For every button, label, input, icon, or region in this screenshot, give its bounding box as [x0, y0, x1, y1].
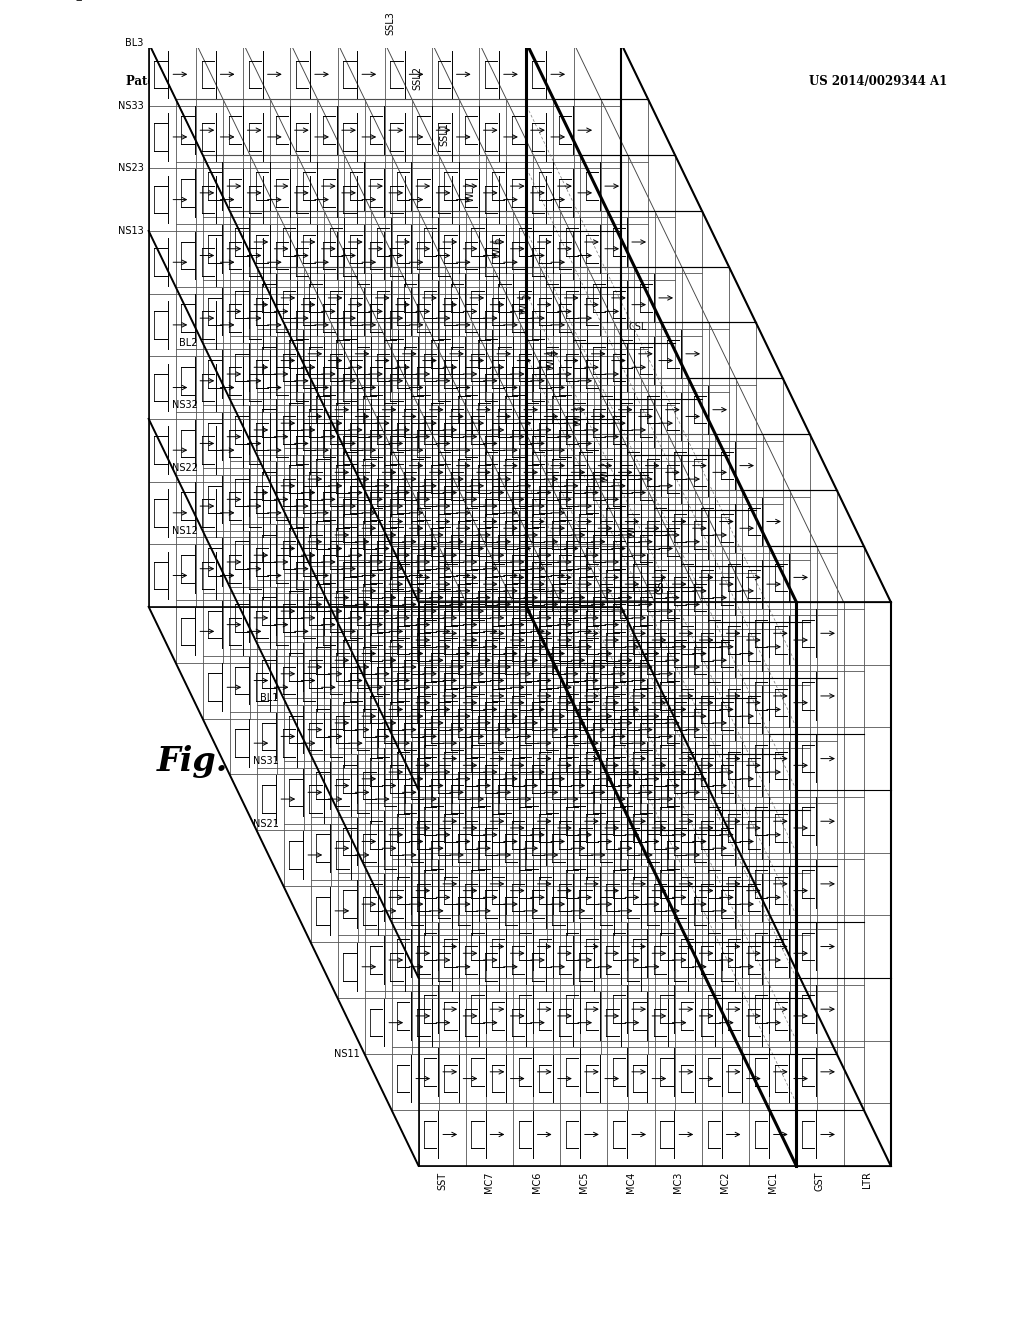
Text: Fig. 25: Fig. 25	[157, 744, 286, 777]
Text: NS11: NS11	[334, 1049, 359, 1059]
Text: MC2: MC2	[721, 1172, 730, 1193]
Text: WL1: WL1	[628, 516, 638, 537]
Polygon shape	[391, 546, 864, 1110]
Text: SSL2: SSL2	[413, 66, 422, 91]
Polygon shape	[203, 154, 675, 718]
Text: SSL1: SSL1	[439, 123, 450, 147]
Polygon shape	[310, 379, 782, 942]
Text: WL5: WL5	[520, 293, 530, 314]
Text: NS12: NS12	[172, 525, 198, 536]
Text: NS32: NS32	[172, 400, 198, 411]
Text: US 2014/0029344 A1: US 2014/0029344 A1	[809, 75, 947, 88]
Text: Patent Application Publication: Patent Application Publication	[127, 75, 329, 88]
Text: BL3: BL3	[126, 38, 143, 48]
Text: MC5: MC5	[579, 1172, 589, 1193]
Polygon shape	[365, 490, 837, 1053]
Text: NS23: NS23	[118, 164, 143, 173]
Text: MC3: MC3	[673, 1172, 683, 1193]
Text: SSL3: SSL3	[385, 11, 395, 34]
Text: MC6: MC6	[531, 1172, 542, 1193]
Polygon shape	[148, 44, 621, 607]
Text: MC1: MC1	[768, 1172, 777, 1193]
Text: NS33: NS33	[118, 100, 143, 111]
Polygon shape	[284, 322, 756, 886]
Text: MC4: MC4	[626, 1172, 636, 1193]
Text: LTR: LTR	[862, 1172, 872, 1188]
Polygon shape	[419, 602, 891, 1166]
Text: WL2: WL2	[601, 461, 611, 482]
Text: BL1: BL1	[260, 693, 279, 704]
Text: NS22: NS22	[172, 463, 198, 473]
Text: NS13: NS13	[118, 226, 143, 236]
Text: MC7: MC7	[484, 1172, 495, 1193]
Text: NS31: NS31	[253, 756, 279, 766]
Polygon shape	[229, 211, 701, 775]
Text: WL7: WL7	[466, 181, 476, 202]
Text: WL4: WL4	[547, 348, 557, 370]
Text: CSL: CSL	[629, 322, 647, 333]
Text: GST: GST	[815, 1172, 825, 1191]
Text: NS21: NS21	[253, 818, 279, 829]
Text: GSL: GSL	[655, 574, 665, 594]
Text: WL6: WL6	[494, 238, 503, 259]
Text: Jan. 30, 2014  Sheet 20 of 36: Jan. 30, 2014 Sheet 20 of 36	[339, 75, 530, 88]
Text: WL3: WL3	[574, 405, 584, 426]
Text: BL2: BL2	[179, 338, 198, 347]
Polygon shape	[176, 99, 648, 663]
Polygon shape	[257, 267, 729, 830]
Polygon shape	[338, 434, 810, 998]
Text: SST: SST	[437, 1172, 447, 1189]
